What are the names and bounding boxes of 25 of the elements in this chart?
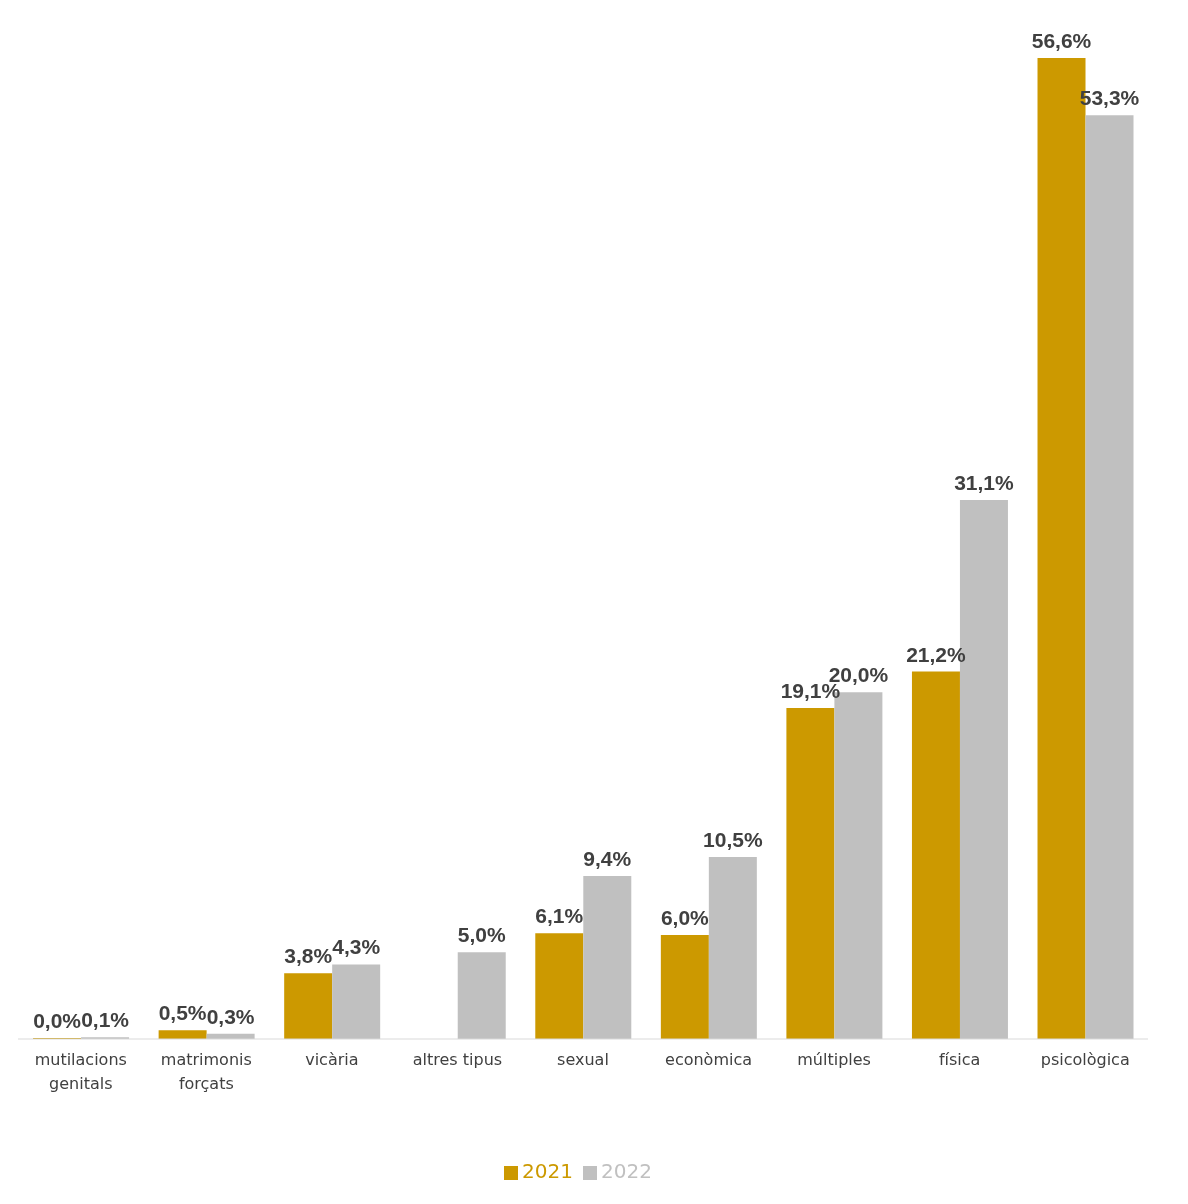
data-label: 3,8%	[284, 944, 333, 968]
x-tick-label: vicària	[305, 1050, 359, 1069]
data-label: 4,3%	[332, 935, 381, 959]
x-tick-label: econòmica	[665, 1050, 753, 1069]
x-tick-label: psicològica	[1040, 1050, 1130, 1069]
x-tick-label: física	[938, 1050, 981, 1069]
data-label: 0,5%	[158, 1001, 207, 1025]
data-label: 6,1%	[535, 904, 584, 928]
data-label: 21,2%	[906, 642, 967, 666]
x-tick-label: matrimonis forçats	[160, 1050, 252, 1093]
data-label: 31,1%	[954, 470, 1015, 494]
data-label: 10,5%	[703, 828, 763, 852]
x-tick-label: altres tipus	[412, 1050, 503, 1069]
data-label: 9,4%	[583, 847, 632, 871]
legend-label: 2021	[522, 1159, 573, 1183]
legend-label: 2022	[601, 1159, 652, 1183]
data-label: 6,0%	[660, 906, 710, 930]
x-tick-label: mutilacions genitals	[34, 1050, 127, 1093]
data-label: 0,3%	[206, 1004, 255, 1028]
data-label: 56,6%	[1031, 29, 1092, 52]
x-tick-label: sexual	[557, 1050, 609, 1069]
data-label: 0,1%	[81, 1008, 130, 1032]
data-label: 5,0%	[457, 923, 506, 947]
x-tick-label: múltiples	[797, 1050, 871, 1069]
data-label: 0,0%	[33, 1009, 82, 1032]
